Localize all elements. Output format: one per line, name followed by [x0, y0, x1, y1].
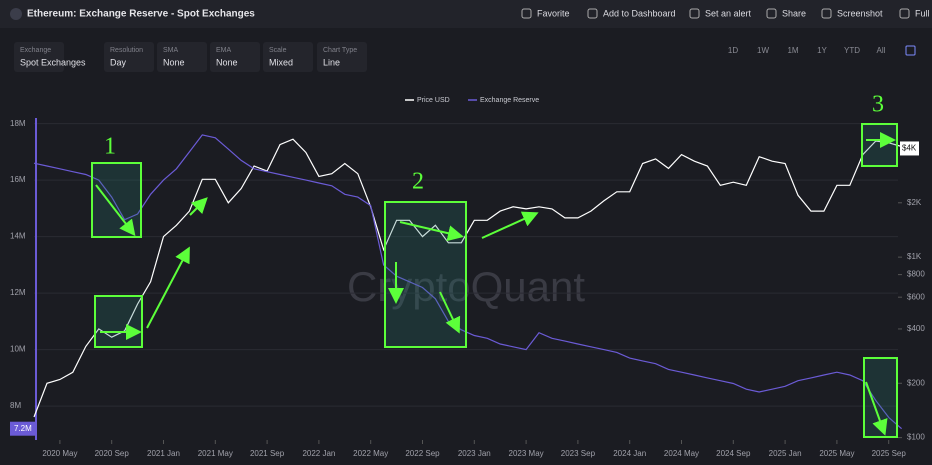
x-tick-label: 2025 May [819, 449, 854, 458]
annotation-arrow [95, 184, 136, 237]
action-button[interactable]: Screenshot [837, 8, 883, 18]
annotation-arrow [439, 291, 461, 334]
control-value: Mixed [269, 57, 293, 67]
x-tick-label: 2024 May [664, 449, 699, 458]
control-value: None [216, 57, 238, 67]
annotation-number: 3 [872, 92, 884, 118]
y-tick-label: 12M [10, 288, 26, 297]
x-tick-label: 2025 Sep [872, 449, 907, 458]
controls: Exchange Spot Exchanges Resolution Day SMA No… [14, 42, 367, 72]
control[interactable] [14, 42, 64, 72]
y2-tick-label: $600 [907, 292, 925, 301]
annotation-number: 1 [104, 134, 116, 160]
x-tick-label: 2021 Jan [147, 449, 180, 458]
y-tick-label: 10M [10, 345, 26, 354]
x-tick-label: 2022 Sep [405, 449, 440, 458]
x-tick-label: 2025 Jan [769, 449, 802, 458]
range-button[interactable]: 1Y [817, 46, 827, 55]
y-tick-label: 16M [10, 175, 26, 184]
annotation-box [91, 162, 142, 238]
x-tick-label: 2023 Jan [458, 449, 491, 458]
range-button[interactable]: 1W [757, 46, 769, 55]
y2-tick-label: $400 [907, 324, 925, 333]
x-tick-label: 2021 May [198, 449, 233, 458]
action-button[interactable]: Full [915, 8, 930, 18]
annotation-box [861, 123, 898, 167]
x-tick-label: 2020 Sep [95, 449, 130, 458]
price-badge-bg [900, 141, 919, 156]
control[interactable] [210, 42, 260, 72]
x-tick-label: 2020 May [42, 449, 77, 458]
annotation-arrow [146, 246, 190, 329]
control-value: Day [110, 57, 127, 67]
control-label: Chart Type [323, 47, 357, 54]
control-label: EMA [216, 47, 232, 54]
annotation-box [384, 201, 467, 348]
action-icon [521, 8, 532, 19]
page-title: Ethereum: Exchange Reserve - Spot Exchan… [27, 9, 255, 20]
control[interactable] [104, 42, 154, 72]
y-tick-label: 18M [10, 119, 26, 128]
y2-tick-label: $1K [907, 252, 922, 261]
control-label: Exchange [20, 47, 51, 54]
control-label: Resolution [110, 47, 143, 54]
y2-tick-label: $800 [907, 270, 925, 279]
control-label: SMA [163, 47, 179, 54]
reserve-badge-bg [10, 421, 36, 436]
control[interactable] [317, 42, 367, 72]
annotation-arrow [189, 197, 208, 216]
range-button[interactable]: 1M [787, 46, 798, 55]
actions: Favorite Add to Dashboard Set an alert Shar… [521, 8, 930, 19]
x-tick-label: 2024 Jan [613, 449, 646, 458]
action-button[interactable]: Add to Dashboard [603, 8, 676, 18]
annotation-box [94, 295, 143, 348]
y-tick-label: 8M [10, 401, 21, 410]
action-icon [587, 8, 598, 19]
annotation-number: 2 [412, 169, 424, 195]
control-label: Scale [269, 47, 287, 54]
action-icon [766, 8, 777, 19]
x-tick-label: 2022 Jan [302, 449, 335, 458]
series-line [33, 138, 902, 418]
action-button[interactable]: Favorite [537, 8, 570, 18]
range-button[interactable]: 1D [728, 46, 738, 55]
annotation-arrow [481, 211, 539, 239]
control[interactable] [263, 42, 313, 72]
y2-tick-label: $100 [907, 433, 925, 442]
control-value: Line [323, 57, 340, 67]
legend-label: Exchange Reserve [480, 97, 539, 104]
series-line [33, 134, 902, 430]
range-button[interactable]: YTD [844, 46, 860, 55]
control[interactable] [157, 42, 207, 72]
action-icon [899, 8, 910, 19]
range-button[interactable]: All [877, 46, 886, 55]
y2-tick-label: $2K [907, 198, 922, 207]
x-tick-label: 2023 Sep [561, 449, 596, 458]
action-icon [821, 8, 832, 19]
action-button[interactable]: Share [782, 8, 806, 18]
price-badge: $4K [902, 144, 917, 153]
y2-tick-label: $200 [907, 378, 925, 387]
reserve-badge: 7.2M [14, 424, 32, 433]
annotation-arrow [865, 381, 888, 436]
header-bar [0, 0, 932, 28]
chart: CryptoQuant8M10M12M14M16M18M$100$200$400… [10, 92, 925, 458]
legend-label: Price USD [417, 97, 450, 104]
x-tick-label: 2021 Sep [250, 449, 285, 458]
action-button[interactable]: Set an alert [705, 8, 752, 18]
action-icon [689, 8, 700, 19]
calendar-button[interactable] [905, 45, 916, 56]
y-tick-label: 14M [10, 232, 26, 241]
x-tick-label: 2024 Sep [716, 449, 751, 458]
control-value: None [163, 57, 185, 67]
x-tick-label: 2022 May [353, 449, 388, 458]
control-value: Spot Exchanges [20, 57, 86, 67]
eth-icon [10, 8, 22, 20]
annotation-arrow [399, 221, 464, 242]
ranges: 1D 1W 1M 1Y YTD All [728, 45, 916, 56]
x-tick-label: 2023 May [509, 449, 544, 458]
